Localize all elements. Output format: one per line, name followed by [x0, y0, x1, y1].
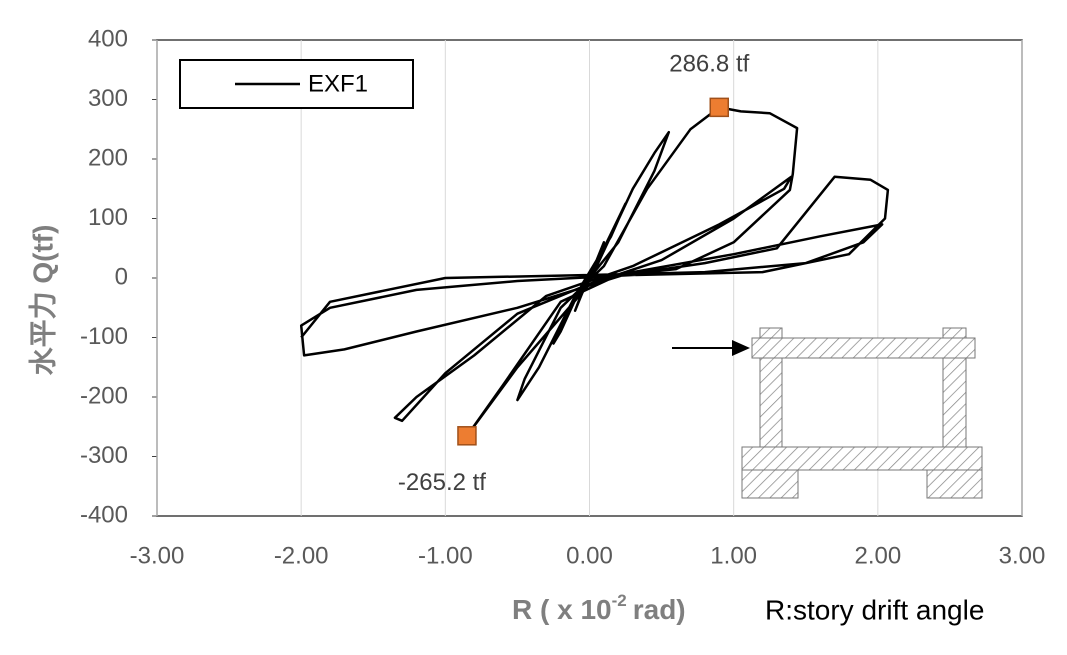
y-tick-label: -400 [80, 501, 128, 528]
y-tick-label: 100 [88, 204, 128, 231]
y-tick-label: 300 [88, 85, 128, 112]
x-label-exponent: -2 [612, 591, 627, 610]
x-tick-label: -2.00 [274, 542, 329, 569]
x-tick-label: -3.00 [130, 542, 185, 569]
y-axis-label: 水平力 Q(tf) [27, 225, 58, 376]
x-label-unit: rad) [633, 594, 686, 625]
y-tick-label: -100 [80, 323, 128, 350]
x-tick-label: 2.00 [854, 542, 901, 569]
x-tick-label: 1.00 [710, 542, 757, 569]
x-tick-label: -1.00 [418, 542, 473, 569]
y-tick-label: 200 [88, 144, 128, 171]
peak-marker [709, 97, 729, 118]
x-note: R:story drift angle [765, 594, 984, 625]
y-tick-label: 0 [115, 263, 128, 290]
legend-label: EXF1 [308, 70, 368, 97]
y-tick-label: -300 [80, 442, 128, 469]
x-label-main: R ( x 10 [512, 594, 612, 625]
frame-diagram [672, 327, 983, 499]
data-line [299, 106, 890, 438]
peak-label: 286.8 tf [669, 51, 749, 78]
x-tick-label: 3.00 [999, 542, 1046, 569]
x-tick-label: 0.00 [566, 542, 613, 569]
x-axis-label: R ( x 10-2 rad) [512, 591, 686, 625]
y-tick-label: 400 [88, 25, 128, 52]
y-tick-label: -200 [80, 382, 128, 409]
peak-marker [457, 426, 477, 446]
peak-label: -265.2 tf [398, 469, 486, 496]
plot [299, 106, 890, 438]
